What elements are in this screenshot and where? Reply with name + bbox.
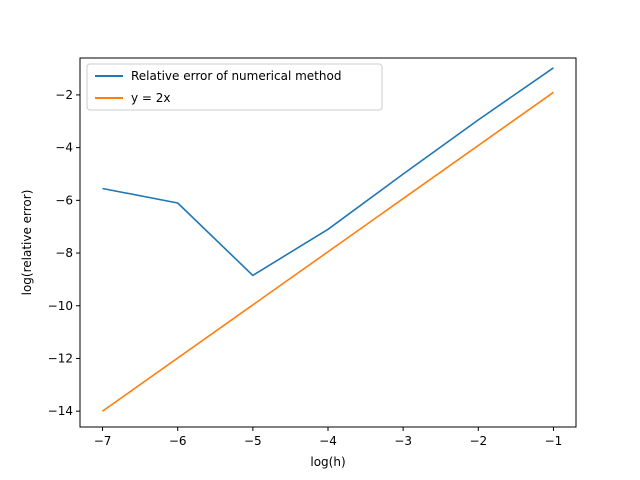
y-tick-label: −10 <box>48 299 73 313</box>
y-tick-label: −4 <box>55 141 73 155</box>
series-line-y-2x <box>102 91 554 412</box>
x-tick-label: −1 <box>545 434 563 448</box>
x-axis-label: log(h) <box>310 455 345 469</box>
series-lines <box>102 67 554 412</box>
legend-label-y-2x: y = 2x <box>131 91 171 105</box>
legend: Relative error of numerical method y = 2… <box>86 63 383 111</box>
y-tick-label: −6 <box>55 193 73 207</box>
x-tick-label: −4 <box>319 434 337 448</box>
x-tick-label: −3 <box>394 434 412 448</box>
x-tick-label: −2 <box>469 434 487 448</box>
y-axis-label: log(relative error) <box>20 190 34 296</box>
series-line-relative-error <box>102 67 554 277</box>
tick-marks: −7 −6 −5 −4 −3 −2 −1 −14 −12 −10 −8 −6 −4 −2 <box>48 88 563 448</box>
x-tick-label: −6 <box>169 434 187 448</box>
x-tick-label: −7 <box>94 434 112 448</box>
legend-box <box>86 63 383 111</box>
y-tick-label: −12 <box>48 351 73 365</box>
y-tick-label: −2 <box>55 88 73 102</box>
legend-label-relative-error: Relative error of numerical method <box>131 69 341 83</box>
x-tick-label: −5 <box>244 434 262 448</box>
y-tick-label: −8 <box>55 246 73 260</box>
axes-frame <box>79 57 577 428</box>
y-tick-label: −14 <box>48 404 73 418</box>
